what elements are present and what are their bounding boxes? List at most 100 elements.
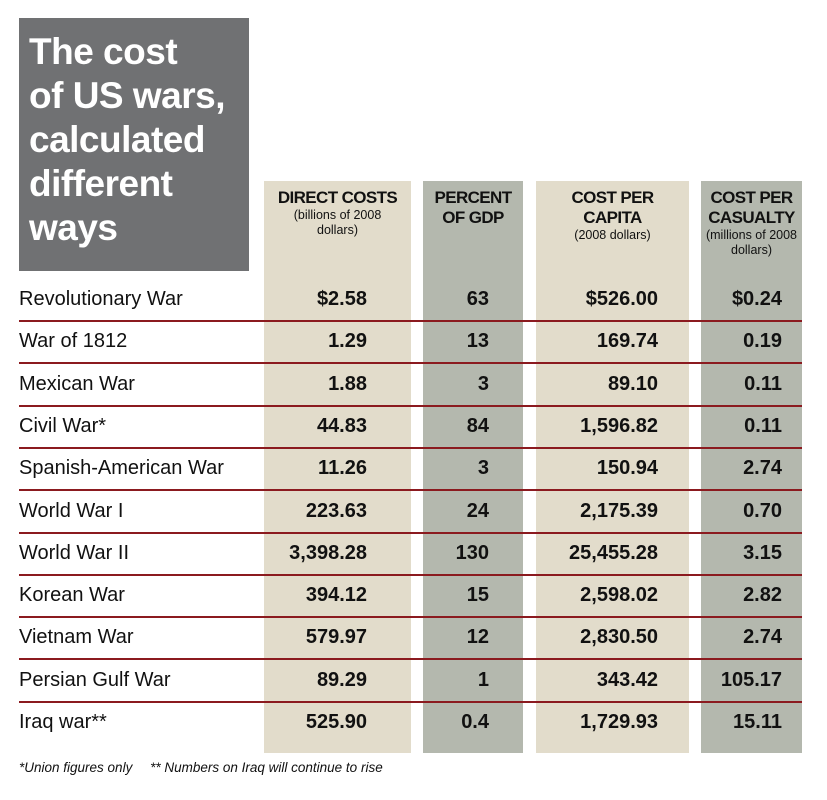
percent-gdp-cell: 3 (477, 457, 489, 480)
percent-gdp-cell: 3 (477, 372, 489, 395)
table-row: Persian Gulf War 89.29 1 343.42 105.17 (0, 661, 827, 703)
chart-title: The cost of US wars, calculated differen… (29, 30, 226, 250)
cost-per-capita-cell: 89.10 (607, 372, 658, 395)
direct-cost-cell: 579.97 (305, 626, 367, 649)
table-row: Revolutionary War $2.58 63 $526.00 $0.24 (0, 280, 827, 322)
cost-per-capita-cell: 1,596.82 (580, 414, 658, 437)
table-row: Civil War* 44.83 84 1,596.82 0.11 (0, 407, 827, 449)
row-divider (19, 700, 802, 703)
cost-per-capita-cell: 343.42 (596, 668, 658, 691)
table-row: Vietnam War 579.97 12 2,830.50 2.74 (0, 618, 827, 660)
cost-per-casualty-cell: 2.74 (743, 457, 782, 480)
column-header-percent-gdp: PERCENT OF GDP (423, 188, 523, 228)
cost-per-casualty-cell: $0.24 (731, 288, 782, 310)
title-line: different (29, 163, 173, 204)
cost-per-capita-cell: 1,729.93 (580, 711, 658, 733)
cost-per-casualty-cell: 2.82 (743, 584, 782, 607)
table-row: Mexican War 1.88 3 89.10 0.11 (0, 365, 827, 407)
cost-per-capita-cell: $526.00 (585, 288, 658, 310)
table-row: World War II 3,398.28 130 25,455.28 3.15 (0, 534, 827, 576)
cost-per-capita-cell: 169.74 (596, 330, 658, 353)
cost-per-capita-cell: 2,175.39 (580, 499, 658, 522)
direct-cost-cell: 394.12 (305, 584, 367, 607)
column-header-direct-costs: DIRECT COSTS (billions of 2008 dollars) (264, 188, 411, 238)
war-name: War of 1812 (19, 330, 128, 353)
row-divider (19, 362, 802, 365)
title-line: calculated (29, 119, 205, 160)
table-row: Korean War 394.12 15 2,598.02 2.82 (0, 576, 827, 618)
title-line: ways (29, 207, 118, 248)
title-line: The cost (29, 31, 178, 72)
footnote: ** Numbers on Iraq will continue to rise (150, 760, 383, 775)
war-name: Revolutionary War (19, 288, 183, 310)
cost-per-capita-cell: 150.94 (596, 457, 658, 480)
war-name: World War II (19, 541, 130, 564)
war-name: Civil War* (19, 414, 107, 437)
column-band-direct-costs (264, 181, 411, 753)
title-panel: The cost of US wars, calculated differen… (19, 18, 249, 271)
war-name: Korean War (19, 584, 125, 607)
cost-per-capita-cell: 25,455.28 (569, 541, 658, 564)
row-divider (19, 616, 802, 619)
column-header-cost-per-casualty: COST PER CASUALTY (millions of 2008 doll… (701, 188, 802, 258)
row-divider (19, 658, 802, 661)
cost-per-casualty-cell: 15.11 (733, 711, 782, 733)
column-band-percent-gdp (423, 181, 523, 753)
cost-per-casualty-cell: 2.74 (743, 626, 782, 649)
war-name: World War I (19, 499, 124, 522)
column-header-cost-per-capita: COST PER CAPITA (2008 dollars) (536, 188, 689, 243)
cost-per-casualty-cell: 0.70 (743, 499, 782, 522)
cost-per-capita-cell: 2,830.50 (580, 626, 658, 649)
percent-gdp-cell: 15 (466, 584, 489, 607)
row-divider (19, 531, 802, 534)
table-row: War of 1812 1.29 13 169.74 0.19 (0, 322, 827, 364)
cost-per-capita-cell: 2,598.02 (580, 584, 658, 607)
column-band-cost-per-capita (536, 181, 689, 753)
percent-gdp-cell: 13 (466, 330, 489, 353)
direct-cost-cell: 3,398.28 (289, 541, 367, 564)
column-header-sub: (billions of 2008 dollars) (293, 208, 382, 237)
direct-cost-cell: 1.29 (328, 330, 367, 353)
cost-per-casualty-cell: 0.11 (744, 372, 782, 395)
title-line: of US wars, (29, 75, 226, 116)
cost-per-casualty-cell: 105.17 (720, 668, 782, 691)
direct-cost-cell: 89.29 (316, 668, 367, 691)
table-row: Iraq war** 525.90 0.4 1,729.93 15.11 (0, 703, 827, 745)
percent-gdp-cell: 1 (477, 668, 489, 691)
percent-gdp-cell: 84 (466, 414, 489, 437)
table-row: World War I 223.63 24 2,175.39 0.70 (0, 492, 827, 534)
cost-per-casualty-cell: 0.11 (744, 414, 782, 437)
war-name: Mexican War (19, 372, 135, 395)
war-name: Iraq war** (19, 711, 107, 733)
row-divider (19, 573, 802, 576)
direct-cost-cell: 223.63 (305, 499, 367, 522)
war-name: Spanish-American War (19, 457, 224, 480)
footnote: *Union figures only (19, 760, 133, 775)
row-divider (19, 489, 802, 492)
war-name: Persian Gulf War (19, 668, 171, 691)
row-divider (19, 446, 802, 449)
direct-cost-cell: $2.58 (316, 288, 367, 310)
column-header-main: DIRECT COSTS (277, 188, 398, 207)
table-row: Spanish-American War 11.26 3 150.94 2.74 (0, 449, 827, 491)
column-header-main: COST PER CASUALTY (708, 188, 795, 227)
cost-per-casualty-cell: 3.15 (743, 541, 782, 564)
percent-gdp-cell: 24 (466, 499, 489, 522)
percent-gdp-cell: 0.4 (461, 711, 489, 733)
direct-cost-cell: 1.88 (328, 372, 367, 395)
column-header-main: COST PER CAPITA (571, 188, 654, 227)
column-header-main: PERCENT OF GDP (434, 188, 512, 227)
column-header-sub: (2008 dollars) (574, 228, 651, 242)
direct-cost-cell: 11.26 (318, 457, 367, 480)
war-name: Vietnam War (19, 626, 134, 649)
column-band-cost-per-casualty (701, 181, 802, 753)
cost-per-casualty-cell: 0.19 (743, 330, 782, 353)
percent-gdp-cell: 130 (455, 541, 489, 564)
row-divider (19, 320, 802, 322)
direct-cost-cell: 44.83 (316, 414, 367, 437)
percent-gdp-cell: 12 (466, 626, 489, 649)
footnotes: *Union figures only ** Numbers on Iraq w… (19, 760, 383, 775)
row-divider (19, 404, 802, 407)
column-header-sub: (millions of 2008 dollars) (705, 228, 797, 257)
percent-gdp-cell: 63 (466, 288, 489, 310)
